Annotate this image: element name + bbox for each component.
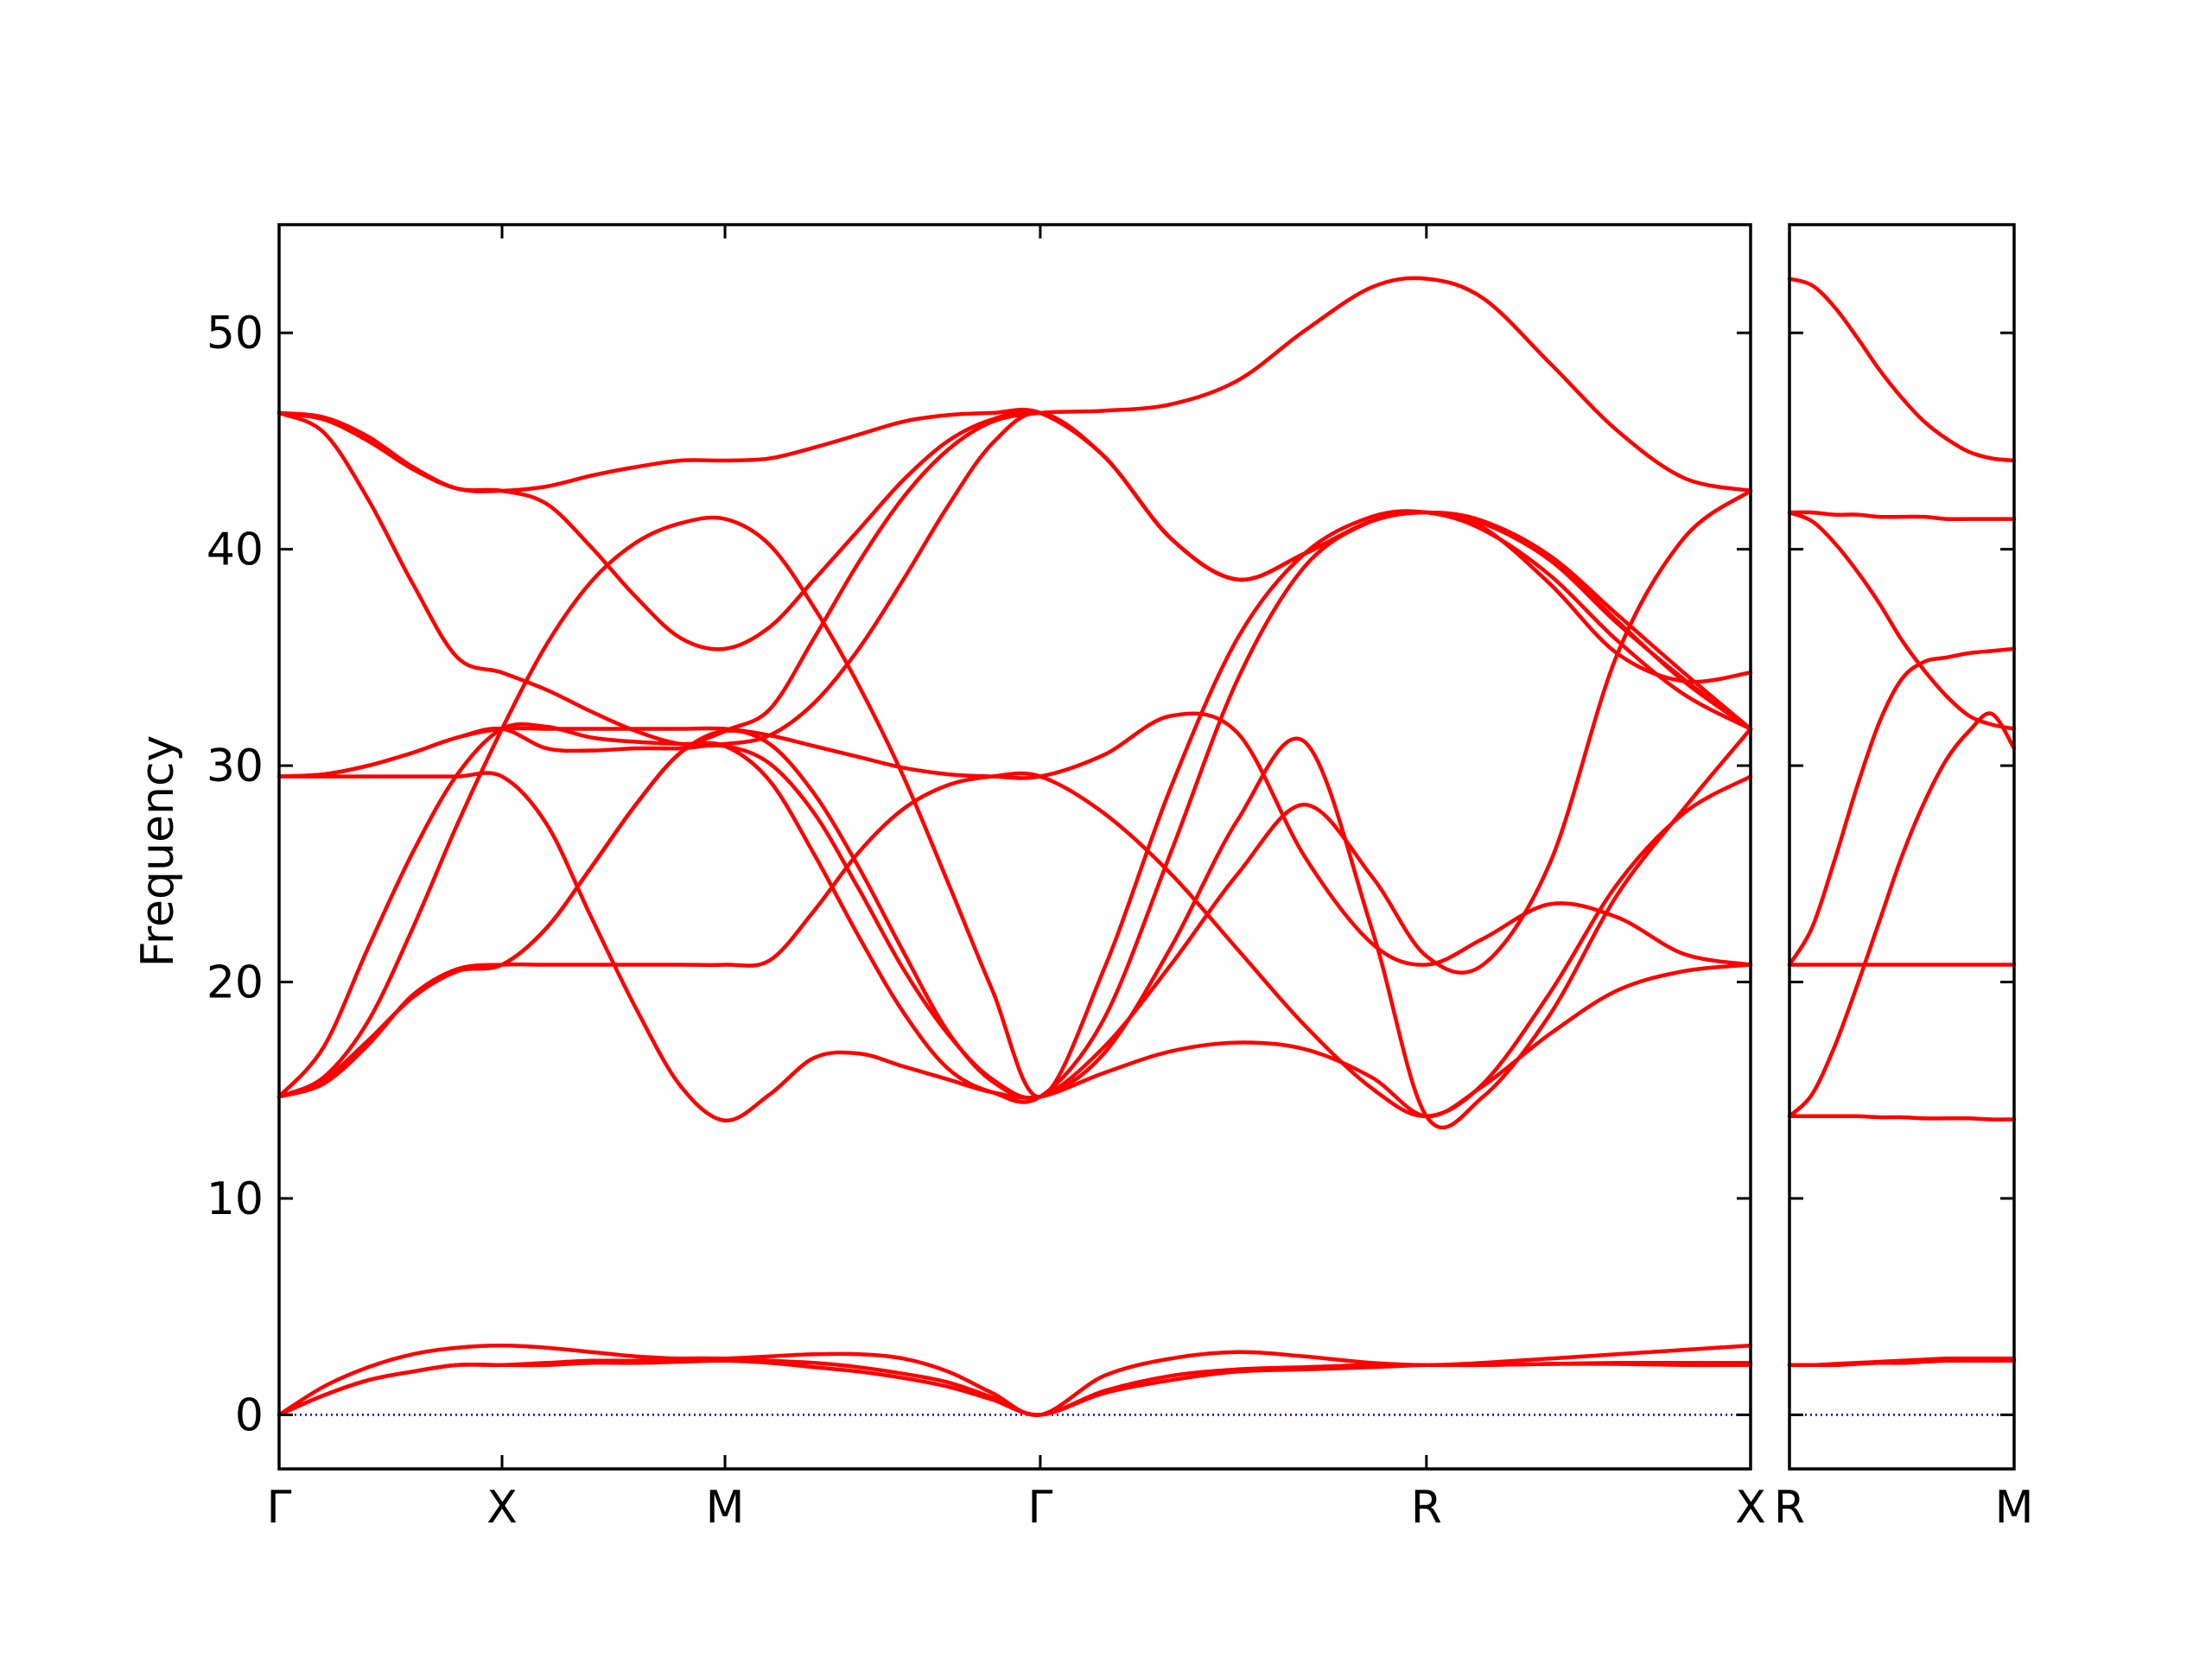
band-line-4 [276,509,1753,1099]
axes-frame [277,223,1752,1471]
x-tick-label: Γ [1027,1482,1052,1534]
band-line-3 [1787,1114,2017,1122]
band-line-7 [1787,510,2017,522]
band-line-10 [276,410,1753,747]
axes-frame [1788,223,2016,1471]
y-tick-label: 0 [235,1389,264,1441]
y-tick-label: 40 [207,524,264,576]
band-line-5 [276,276,1753,1099]
band-line-8 [276,407,1753,731]
band-line-8 [1787,510,2017,731]
band-line-6 [276,771,1753,1123]
band-line-9 [276,409,1753,684]
band-line-5 [1787,646,2017,967]
x-tick-label: M [706,1482,745,1534]
x-tick-label: X [486,1482,518,1534]
x-tick-label: M [1995,1482,2034,1534]
band-line-11 [276,771,1753,1119]
x-tick-label: R [1411,1482,1442,1534]
band-line-13 [276,488,1753,1100]
y-axis-label: Frequency [132,735,184,968]
x-tick-label: X [1735,1482,1766,1534]
y-tick-label: 20 [207,957,264,1009]
band-line-3 [276,1358,1753,1417]
x-tick-label: R [1774,1482,1805,1534]
band-line-4 [1787,711,2017,1119]
band-line-2 [1787,1358,2017,1368]
x-tick-label: Γ [267,1482,292,1534]
y-tick-label: 50 [207,308,264,359]
main-panel: 0 10 20 30 40 50 Γ X M Γ R X [207,223,1766,1534]
band-line-9 [1787,276,2017,463]
band-line-7 [276,711,1753,967]
y-tick-label: 30 [207,741,264,792]
band-line-12 [276,510,1753,1104]
y-tick-label: 10 [207,1173,264,1225]
band-line-1 [276,1344,1753,1417]
band-line-14 [276,727,1753,1130]
